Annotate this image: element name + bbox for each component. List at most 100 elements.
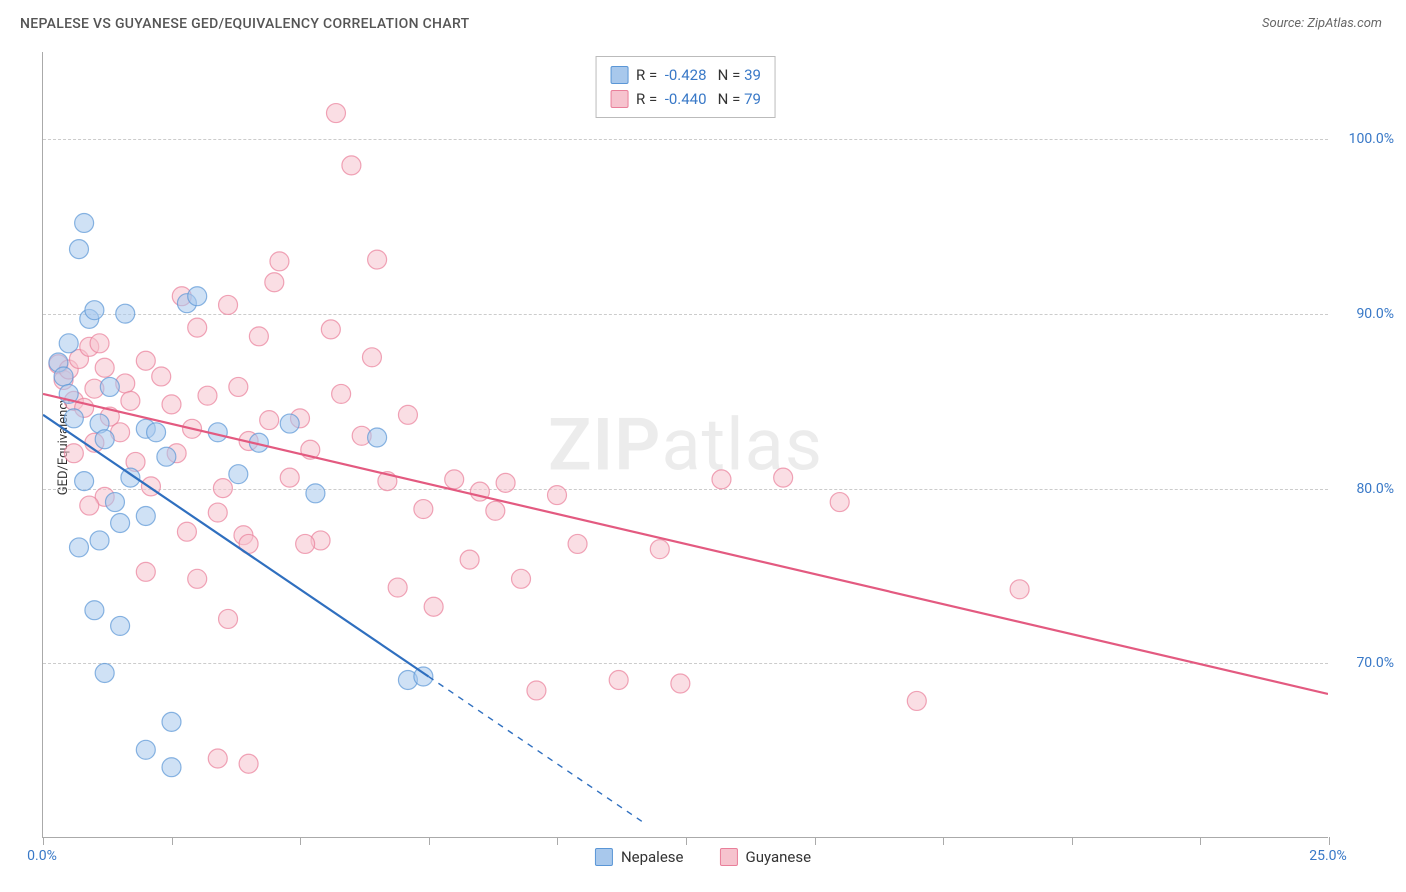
x-tick-mark xyxy=(1329,837,1330,845)
scatter-point xyxy=(414,667,433,686)
scatter-point xyxy=(188,287,207,306)
scatter-point xyxy=(424,597,443,616)
series-legend-item: Guyanese xyxy=(719,848,811,866)
series-legend: Nepalese Guyanese xyxy=(595,848,811,866)
scatter-point xyxy=(388,578,407,597)
scatter-point xyxy=(280,414,299,433)
plot-area: ZIPatlas R = -0.428 N = 39R = -0.440 N =… xyxy=(42,52,1328,838)
scatter-point xyxy=(116,304,135,323)
series-legend-label: Nepalese xyxy=(621,848,684,866)
scatter-point xyxy=(136,507,155,526)
scatter-point xyxy=(712,470,731,489)
legend-n-value: 39 xyxy=(744,66,761,84)
scatter-point xyxy=(213,479,232,498)
scatter-point xyxy=(188,569,207,588)
scatter-point xyxy=(85,301,104,320)
scatter-point xyxy=(69,240,88,259)
x-tick-mark xyxy=(686,837,687,845)
scatter-point xyxy=(90,334,109,353)
scatter-point xyxy=(512,569,531,588)
scatter-point xyxy=(306,484,325,503)
scatter-point xyxy=(152,367,171,386)
scatter-point xyxy=(219,295,238,314)
scatter-point xyxy=(147,423,166,442)
legend-swatch xyxy=(610,90,628,108)
scatter-point xyxy=(398,405,417,424)
scatter-point xyxy=(162,712,181,731)
legend-swatch xyxy=(610,66,628,84)
scatter-point xyxy=(177,522,196,541)
x-tick-mark xyxy=(815,837,816,845)
scatter-point xyxy=(239,754,258,773)
scatter-point xyxy=(95,430,114,449)
scatter-point xyxy=(830,493,849,512)
scatter-point xyxy=(486,501,505,520)
scatter-point xyxy=(265,273,284,292)
scatter-point xyxy=(609,671,628,690)
x-tick-mark xyxy=(43,837,44,845)
scatter-point xyxy=(445,470,464,489)
chart-title: NEPALESE VS GUYANESE GED/EQUIVALENCY COR… xyxy=(20,16,1386,32)
x-tick-mark xyxy=(429,837,430,845)
scatter-point xyxy=(105,493,124,512)
y-tick-label: 70.0% xyxy=(1356,655,1394,671)
scatter-point xyxy=(548,486,567,505)
chart-header: NEPALESE VS GUYANESE GED/EQUIVALENCY COR… xyxy=(0,0,1406,44)
legend-swatch xyxy=(595,848,613,866)
scatter-point xyxy=(229,377,248,396)
stats-legend-row: R = -0.428 N = 39 xyxy=(610,63,761,87)
scatter-point xyxy=(1010,580,1029,599)
scatter-point xyxy=(332,384,351,403)
scatter-point xyxy=(162,395,181,414)
scatter-point xyxy=(80,496,99,515)
series-legend-item: Nepalese xyxy=(595,848,684,866)
legend-r-value: -0.440 xyxy=(665,90,707,108)
scatter-point xyxy=(907,691,926,710)
scatter-point xyxy=(527,681,546,700)
scatter-point xyxy=(208,749,227,768)
y-tick-label: 100.0% xyxy=(1349,131,1394,147)
scatter-point xyxy=(229,465,248,484)
scatter-point xyxy=(188,318,207,337)
scatter-point xyxy=(342,156,361,175)
scatter-point xyxy=(136,740,155,759)
scatter-point xyxy=(64,444,83,463)
stats-legend-row: R = -0.440 N = 79 xyxy=(610,87,761,111)
x-tick-label: 0.0% xyxy=(27,848,57,864)
scatter-point xyxy=(75,472,94,491)
scatter-point xyxy=(671,674,690,693)
scatter-point xyxy=(111,616,130,635)
legend-n-value: 79 xyxy=(744,90,761,108)
x-tick-mark xyxy=(300,837,301,845)
scatter-point xyxy=(249,327,268,346)
scatter-point xyxy=(136,351,155,370)
scatter-point xyxy=(296,534,315,553)
y-tick-label: 90.0% xyxy=(1356,306,1394,322)
scatter-point xyxy=(95,358,114,377)
scatter-point xyxy=(774,468,793,487)
scatter-point xyxy=(368,428,387,447)
x-tick-mark xyxy=(1072,837,1073,845)
scatter-point xyxy=(280,468,299,487)
scatter-point xyxy=(64,409,83,428)
scatter-point xyxy=(460,550,479,569)
scatter-point xyxy=(368,250,387,269)
scatter-point xyxy=(362,348,381,367)
scatter-point xyxy=(121,391,140,410)
x-tick-label: 25.0% xyxy=(1309,848,1347,864)
legend-r-value: -0.428 xyxy=(665,66,707,84)
y-tick-label: 80.0% xyxy=(1356,481,1394,497)
x-tick-mark xyxy=(172,837,173,845)
scatter-svg xyxy=(43,52,1328,837)
scatter-point xyxy=(219,609,238,628)
legend-r-label: R = -0.428 N = 39 xyxy=(636,66,761,84)
scatter-point xyxy=(59,334,78,353)
legend-r-label: R = -0.440 N = 79 xyxy=(636,90,761,108)
scatter-point xyxy=(650,540,669,559)
scatter-point xyxy=(75,213,94,232)
chart-source: Source: ZipAtlas.com xyxy=(1262,16,1382,31)
scatter-point xyxy=(321,320,340,339)
scatter-point xyxy=(270,252,289,271)
trend-line xyxy=(43,394,1328,694)
scatter-point xyxy=(208,503,227,522)
